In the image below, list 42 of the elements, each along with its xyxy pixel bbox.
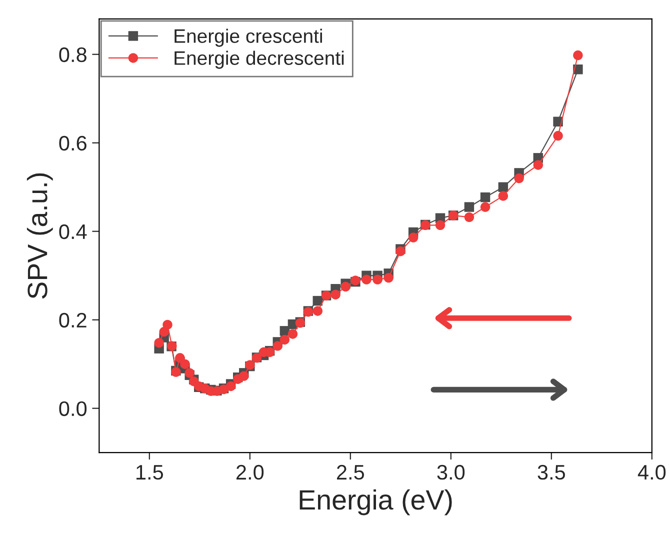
point xyxy=(239,371,249,381)
point xyxy=(533,160,544,170)
point xyxy=(396,246,406,256)
legend-label: Energie crescenti xyxy=(174,28,322,47)
y-tick-label: 0.0 xyxy=(59,401,87,416)
point xyxy=(226,381,236,392)
point xyxy=(435,220,446,230)
point xyxy=(408,232,418,242)
x-tick-label: 2.0 xyxy=(236,464,264,480)
point xyxy=(553,130,563,141)
point xyxy=(288,329,298,339)
legend-label: Energie decrescenti xyxy=(174,50,344,69)
point xyxy=(162,320,172,330)
y-axis-title: SPV (a.u.) xyxy=(26,173,53,299)
y-tick-label: 0.2 xyxy=(59,312,86,328)
x-tick-label: 3.0 xyxy=(437,464,465,480)
x-tick-label: 3.5 xyxy=(538,464,566,480)
point xyxy=(573,50,583,60)
point xyxy=(340,282,350,292)
point xyxy=(312,306,323,316)
point xyxy=(154,338,164,348)
point xyxy=(464,212,474,222)
x-tick-label: 1.5 xyxy=(136,465,164,480)
point xyxy=(480,192,490,202)
point xyxy=(514,173,524,184)
x-axis-title: Energia (eV) xyxy=(300,489,452,516)
point xyxy=(280,334,290,345)
point xyxy=(330,290,340,300)
point xyxy=(372,274,382,284)
point xyxy=(384,272,394,283)
point xyxy=(464,202,474,212)
point xyxy=(480,202,490,212)
point xyxy=(498,182,508,192)
point xyxy=(180,359,190,369)
x-tick-label: 2.5 xyxy=(336,464,364,480)
point xyxy=(272,341,283,351)
point xyxy=(498,191,508,201)
y-tick-label: 0.4 xyxy=(59,224,87,240)
x-tick-label: 4.0 xyxy=(638,464,666,480)
point xyxy=(362,274,372,284)
y-tick-label: 0.6 xyxy=(59,136,86,151)
y-tick-label: 0.8 xyxy=(59,47,86,62)
